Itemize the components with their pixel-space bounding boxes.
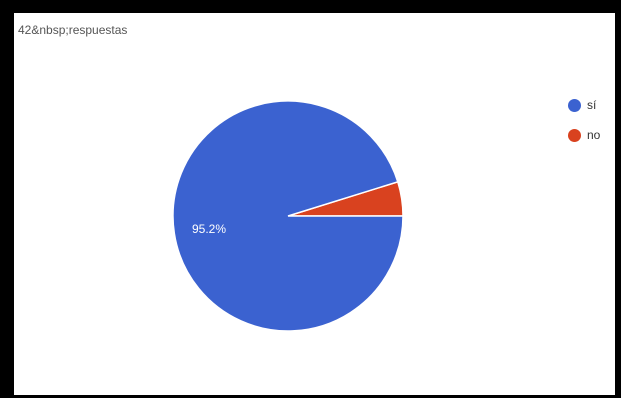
pie-slice-si[interactable] — [172, 100, 404, 332]
pie-data-label-si: 95.2% — [192, 222, 226, 236]
legend-item-no[interactable]: no — [568, 127, 600, 143]
chart-legend: sí no — [568, 97, 600, 157]
response-count: 42&nbsp;respuestas — [18, 23, 128, 37]
pie-chart: 95.2% — [172, 100, 404, 332]
legend-item-si[interactable]: sí — [568, 97, 600, 113]
legend-label-no: no — [587, 128, 601, 142]
legend-label-si: sí — [587, 98, 597, 112]
legend-swatch-si — [568, 98, 581, 112]
legend-swatch-no — [568, 128, 581, 142]
pie-slices: 95.2% — [172, 100, 404, 332]
